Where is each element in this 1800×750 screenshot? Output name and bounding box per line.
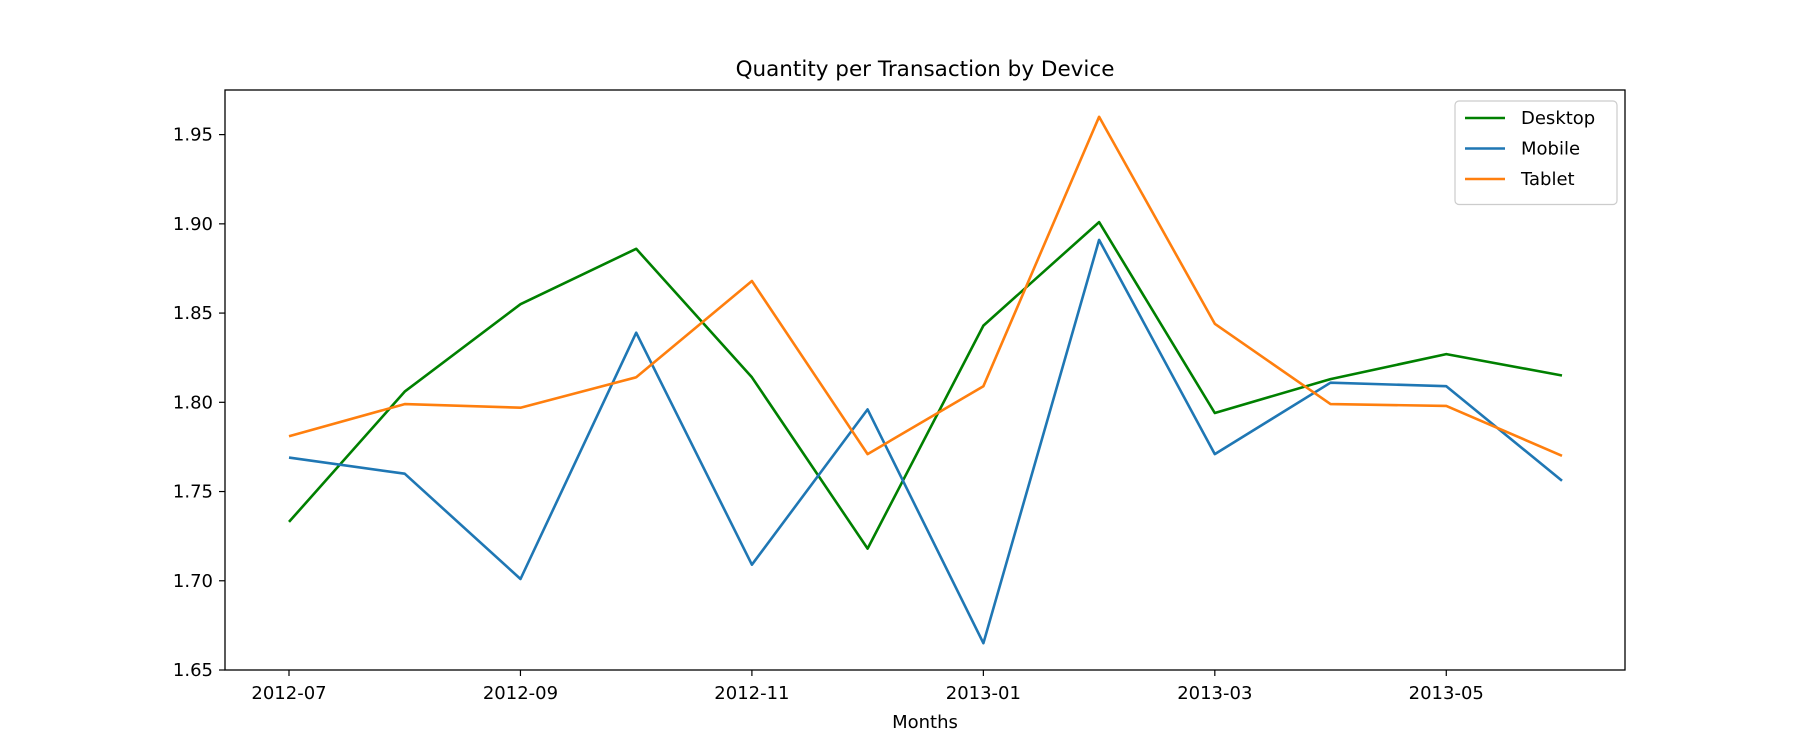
- legend-label-mobile: Mobile: [1521, 139, 1580, 160]
- y-tick-label: 1.75: [173, 482, 213, 503]
- legend-label-desktop: Desktop: [1521, 108, 1595, 129]
- chart-title: Quantity per Transaction by Device: [736, 57, 1115, 82]
- x-tick-label: 2013-01: [946, 683, 1021, 704]
- x-tick-label: 2012-07: [251, 683, 326, 704]
- x-tick-label: 2013-03: [1177, 683, 1252, 704]
- y-tick-label: 1.85: [173, 303, 213, 324]
- y-axis-ticks: 1.65 1.70 1.75 1.80 1.85 1.90 1.95: [173, 125, 225, 681]
- series-line-tablet: [288, 115, 1563, 457]
- x-tick-label: 2012-09: [483, 683, 558, 704]
- x-axis-title: Months: [892, 712, 958, 733]
- x-tick-label: 2013-05: [1409, 683, 1484, 704]
- y-tick-label: 1.70: [173, 571, 213, 592]
- legend: Desktop Mobile Tablet: [1454, 100, 1618, 206]
- legend-label-tablet: Tablet: [1520, 169, 1575, 190]
- y-tick-label: 1.95: [173, 125, 213, 146]
- x-tick-label: 2012-11: [714, 683, 789, 704]
- y-tick-label: 1.80: [173, 392, 213, 413]
- y-tick-label: 1.90: [173, 214, 213, 235]
- x-axis-ticks: 2012-07 2012-09 2012-11 2013-01 2013-03 2013-…: [251, 670, 1484, 704]
- series-line-desktop: [288, 220, 1563, 550]
- series-line-mobile: [288, 238, 1563, 645]
- series-layer: [288, 115, 1563, 645]
- plot-area-frame: [224, 89, 1626, 671]
- y-tick-label: 1.65: [173, 660, 213, 681]
